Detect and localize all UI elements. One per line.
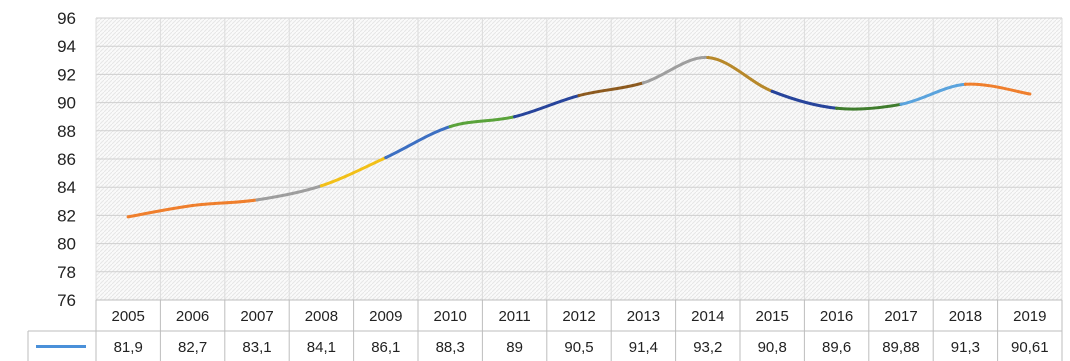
- data-point: [963, 82, 967, 86]
- data-label: 91,4: [629, 339, 658, 356]
- x-tick-label: 2018: [949, 308, 982, 325]
- y-tick-label: 80: [57, 235, 76, 254]
- line-segment: [835, 102, 903, 111]
- y-tick-label: 88: [57, 122, 76, 141]
- y-tick-label: 94: [57, 37, 76, 56]
- data-point: [770, 89, 774, 93]
- data-line: [126, 55, 1032, 219]
- line-segment: [191, 198, 259, 208]
- x-tick-label: 2019: [1013, 308, 1046, 325]
- data-label: 93,2: [693, 339, 722, 356]
- data-point: [641, 81, 645, 85]
- y-tick-label: 76: [57, 291, 76, 310]
- data-label: 90,61: [1011, 339, 1049, 356]
- gridlines: [95, 17, 1063, 301]
- data-point: [513, 115, 517, 119]
- y-tick-label: 92: [57, 65, 76, 84]
- data-label: 89,6: [822, 339, 851, 356]
- data-point: [577, 94, 581, 98]
- x-tick-label: 2009: [369, 308, 402, 325]
- y-tick-label: 84: [57, 178, 76, 197]
- data-label: 86,1: [371, 339, 400, 356]
- x-tick-label: 2008: [305, 308, 338, 325]
- data-label: 88,3: [436, 339, 465, 356]
- data-point: [319, 184, 323, 188]
- x-tick-label: 2012: [562, 308, 595, 325]
- y-tick-label: 86: [57, 150, 76, 169]
- x-tick-label: 2007: [240, 308, 273, 325]
- data-point: [706, 55, 710, 59]
- x-tick-label: 2006: [176, 308, 209, 325]
- line-segment: [384, 125, 452, 160]
- data-point: [255, 198, 259, 202]
- y-tick-label: 90: [57, 94, 76, 113]
- data-point: [1028, 92, 1032, 96]
- y-tick-label: 82: [57, 206, 76, 225]
- y-axis: 76 78 80 82 84 86 88 90 92 94 96: [57, 9, 76, 310]
- data-table: 2005 81,9 2006 82,7 2007 83,1 2008 84,1 2009 86,1…: [27, 299, 1063, 361]
- x-tick-label: 2005: [112, 308, 145, 325]
- line-segment: [706, 55, 774, 93]
- data-label: 84,1: [307, 339, 336, 356]
- line-segment: [319, 156, 388, 188]
- line-segment: [963, 82, 1032, 96]
- x-tick-label: 2015: [756, 308, 789, 325]
- line-segment: [770, 89, 839, 110]
- data-label: 89: [506, 339, 523, 356]
- data-point: [384, 156, 388, 160]
- line-segment: [448, 115, 517, 129]
- data-label: 90,8: [758, 339, 787, 356]
- data-label: 83,1: [242, 339, 271, 356]
- x-tick-label: 2017: [884, 308, 917, 325]
- y-tick-label: 96: [57, 9, 76, 28]
- line-segment: [513, 94, 581, 119]
- data-point: [126, 215, 130, 219]
- data-label: 90,5: [564, 339, 593, 356]
- x-tick-label: 2013: [627, 308, 660, 325]
- data-point: [835, 106, 839, 110]
- data-point: [448, 125, 452, 129]
- line-segment: [126, 204, 195, 219]
- line-segment: [899, 82, 967, 106]
- y-tick-label: 78: [57, 263, 76, 282]
- x-tick-label: 2014: [691, 308, 724, 325]
- line-segment: [577, 81, 645, 98]
- data-point: [191, 204, 195, 208]
- data-label: 91,3: [951, 339, 980, 356]
- line-segment: [255, 184, 323, 202]
- data-point: [899, 102, 903, 106]
- line-segment: [641, 55, 710, 85]
- x-tick-label: 2010: [434, 308, 467, 325]
- x-tick-label: 2011: [498, 308, 530, 325]
- data-label: 81,9: [114, 339, 143, 356]
- x-tick-label: 2016: [820, 308, 853, 325]
- data-label: 89,88: [882, 339, 920, 356]
- data-label: 82,7: [178, 339, 207, 356]
